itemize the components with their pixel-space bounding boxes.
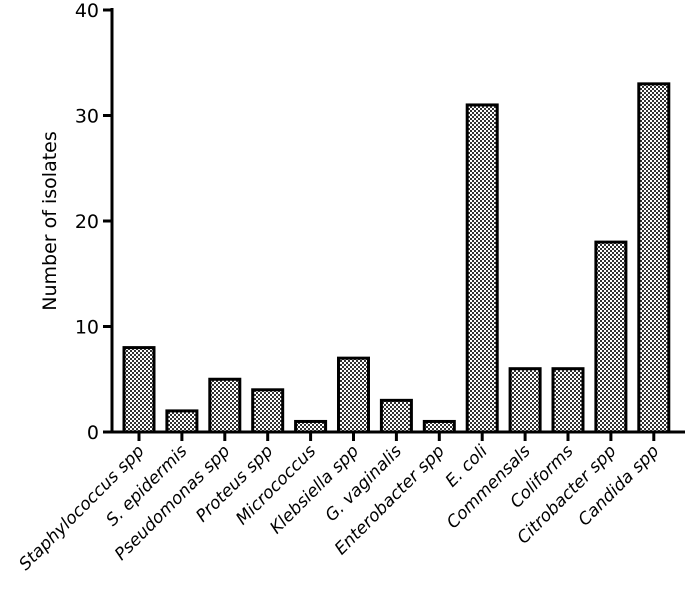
bar-6 [379,398,413,434]
bar-12 [637,82,671,434]
y-tick-label-1: 10 [75,317,99,339]
bar-7 [422,419,456,434]
bar-0 [122,346,156,434]
y-tick-label-0: 0 [87,422,99,444]
bars-group [122,82,671,434]
y-tick-label-4: 40 [75,0,99,22]
bar-11 [594,240,628,434]
bar-5 [337,356,370,434]
bar-2 [208,377,242,434]
bar-4 [294,419,328,434]
bar-3 [251,388,285,434]
bar-1 [165,409,199,434]
bar-10 [551,367,585,434]
bar-8 [465,103,499,434]
y-tick-label-3: 30 [75,106,99,128]
bar-9 [508,367,542,434]
y-axis-title: Number of isolates [39,131,61,310]
y-tick-label-2: 20 [75,211,99,233]
